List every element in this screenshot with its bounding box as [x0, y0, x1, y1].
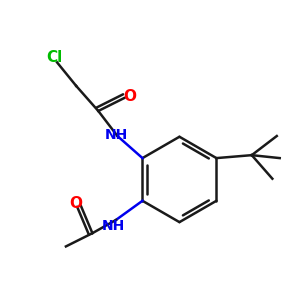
Text: O: O [69, 196, 82, 211]
Text: NH: NH [104, 128, 128, 142]
Text: O: O [124, 89, 136, 104]
Text: Cl: Cl [46, 50, 63, 64]
Text: NH: NH [102, 219, 125, 233]
